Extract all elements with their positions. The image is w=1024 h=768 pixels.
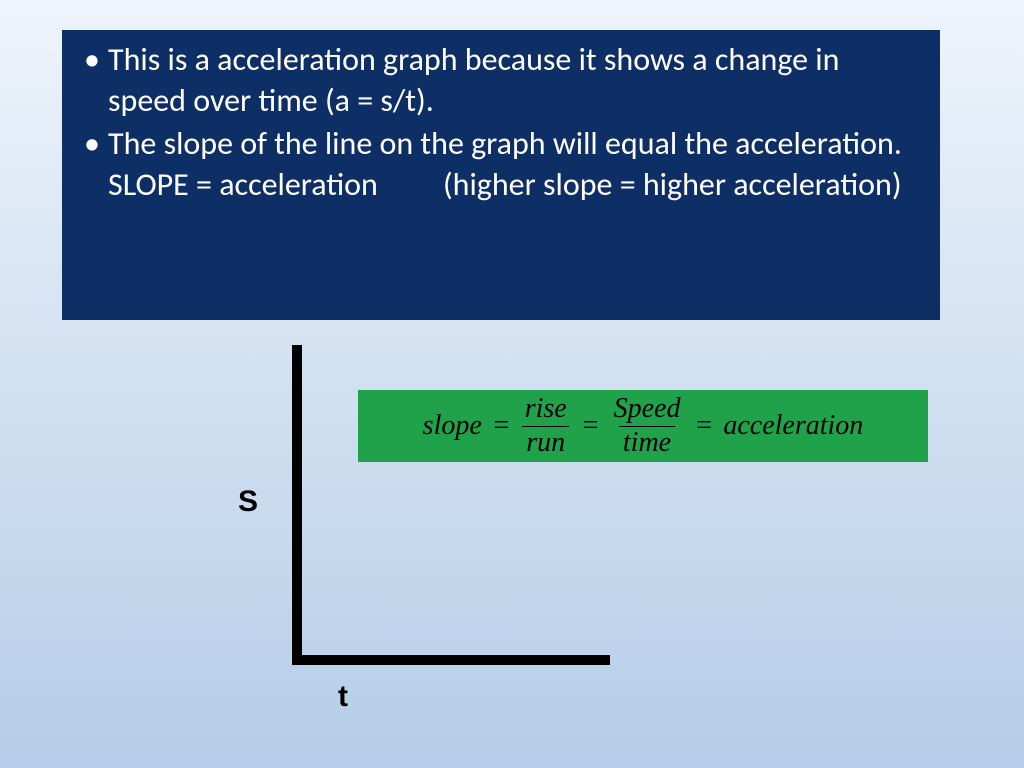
fraction-denominator: time bbox=[619, 426, 675, 459]
fraction-rise-run: rise run bbox=[521, 394, 571, 459]
bullet-item: The slope of the line on the graph will … bbox=[80, 124, 922, 206]
x-axis bbox=[292, 655, 610, 665]
slope-formula-box: slope = rise run = Speed time = accelera… bbox=[358, 390, 928, 462]
formula-slope: slope bbox=[423, 410, 482, 442]
formula-eq1: = bbox=[492, 410, 511, 442]
y-axis-label: S bbox=[238, 485, 258, 519]
slide: This is a acceleration graph because it … bbox=[0, 0, 1024, 768]
bullet-list: This is a acceleration graph because it … bbox=[80, 40, 922, 206]
x-axis-label: t bbox=[338, 680, 348, 714]
slope-formula: slope = rise run = Speed time = accelera… bbox=[423, 394, 864, 459]
fraction-speed-time: Speed time bbox=[610, 394, 685, 459]
y-axis bbox=[292, 345, 302, 665]
fraction-denominator: run bbox=[522, 426, 569, 459]
formula-result: acceleration bbox=[723, 410, 863, 442]
fraction-numerator: rise bbox=[521, 394, 571, 426]
formula-eq3: = bbox=[694, 410, 713, 442]
formula-eq2: = bbox=[581, 410, 600, 442]
explanation-text-box: This is a acceleration graph because it … bbox=[62, 30, 940, 320]
bullet-item: This is a acceleration graph because it … bbox=[80, 40, 922, 122]
fraction-numerator: Speed bbox=[610, 394, 685, 426]
